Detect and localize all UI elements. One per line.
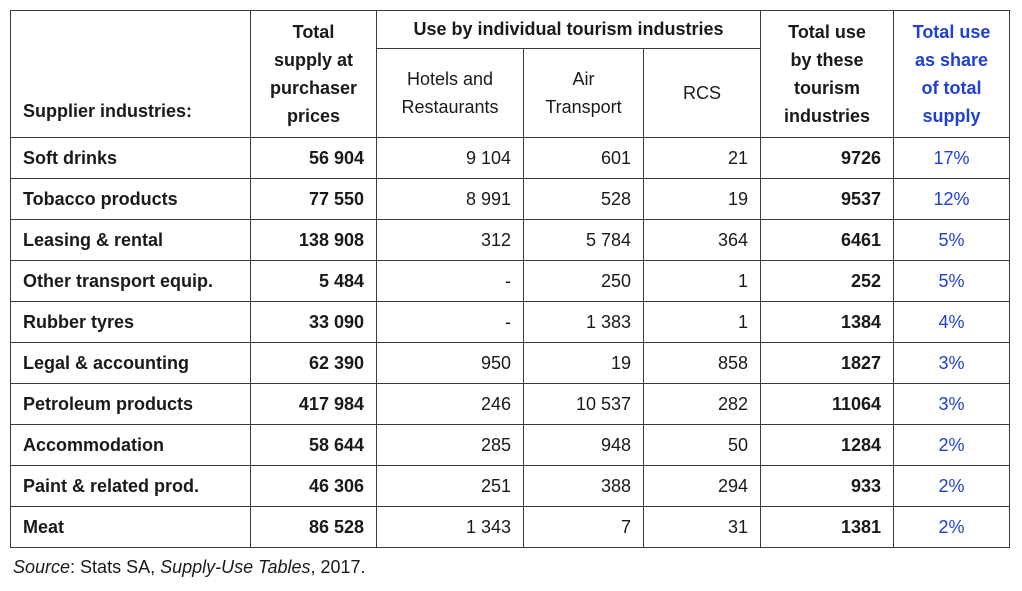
row-total-supply: 5 484: [250, 260, 377, 302]
row-rcs: 858: [643, 342, 761, 384]
row-rcs: 282: [643, 383, 761, 425]
table-row: Soft drinks 56 904 9 104 601 21 9726 17%: [10, 137, 1010, 179]
row-share: 2%: [893, 465, 1010, 507]
source-label: Source: [13, 557, 71, 577]
row-total-use: 1384: [760, 301, 894, 343]
row-air: 10 537: [523, 383, 644, 425]
row-air: 1 383: [523, 301, 644, 343]
row-air: 5 784: [523, 219, 644, 261]
row-industry: Paint & related prod.: [10, 465, 251, 507]
row-share: 5%: [893, 260, 1010, 302]
row-industry: Other transport equip.: [10, 260, 251, 302]
row-hotels: 246: [376, 383, 524, 425]
row-total-use: 11064: [760, 383, 894, 425]
source-title: Supply-Use Tables: [160, 557, 311, 577]
row-total-use: 252: [760, 260, 894, 302]
row-total-use: 933: [760, 465, 894, 507]
row-hotels: 8 991: [376, 178, 524, 220]
table-row: Legal & accounting 62 390 950 19 858 182…: [10, 342, 1010, 384]
table-row: Paint & related prod. 46 306 251 388 294…: [10, 465, 1010, 507]
row-share: 2%: [893, 506, 1010, 548]
row-air: 7: [523, 506, 644, 548]
row-total-use: 1284: [760, 424, 894, 466]
row-rcs: 294: [643, 465, 761, 507]
row-hotels: 285: [376, 424, 524, 466]
source-note: Source: Stats SA, Supply-Use Tables, 201…: [13, 557, 366, 578]
row-air: 528: [523, 178, 644, 220]
row-total-use: 1827: [760, 342, 894, 384]
row-industry: Petroleum products: [10, 383, 251, 425]
row-air: 19: [523, 342, 644, 384]
row-total-supply: 138 908: [250, 219, 377, 261]
header-hotels-restaurants: Hotels and Restaurants: [376, 48, 524, 138]
row-industry: Meat: [10, 506, 251, 548]
row-total-supply: 33 090: [250, 301, 377, 343]
row-total-use: 9726: [760, 137, 894, 179]
row-hotels: -: [376, 301, 524, 343]
row-total-supply: 417 984: [250, 383, 377, 425]
row-total-supply: 77 550: [250, 178, 377, 220]
row-rcs: 31: [643, 506, 761, 548]
row-air: 250: [523, 260, 644, 302]
row-total-supply: 86 528: [250, 506, 377, 548]
row-share: 5%: [893, 219, 1010, 261]
row-total-supply: 56 904: [250, 137, 377, 179]
row-rcs: 21: [643, 137, 761, 179]
source-publisher: : Stats SA,: [70, 557, 161, 577]
row-hotels: 1 343: [376, 506, 524, 548]
supply-use-table: Supplier industries: Total supply at pur…: [10, 10, 1010, 548]
table-row: Accommodation 58 644 285 948 50 1284 2%: [10, 424, 1010, 466]
row-industry: Tobacco products: [10, 178, 251, 220]
header-use-by-tourism-industries: Use by individual tourism industries: [376, 10, 761, 49]
row-hotels: 312: [376, 219, 524, 261]
row-share: 4%: [893, 301, 1010, 343]
row-share: 3%: [893, 342, 1010, 384]
row-industry: Accommodation: [10, 424, 251, 466]
header-total-supply: Total supply at purchaser prices: [250, 10, 377, 138]
row-air: 601: [523, 137, 644, 179]
row-rcs: 364: [643, 219, 761, 261]
row-total-use: 9537: [760, 178, 894, 220]
row-share: 17%: [893, 137, 1010, 179]
row-total-supply: 46 306: [250, 465, 377, 507]
table-row: Rubber tyres 33 090 - 1 383 1 1384 4%: [10, 301, 1010, 343]
header-total-use: Total use by these tourism industries: [760, 10, 894, 138]
row-share: 2%: [893, 424, 1010, 466]
header-air-transport: Air Transport: [523, 48, 644, 138]
header-rcs: RCS: [643, 48, 761, 138]
row-hotels: 950: [376, 342, 524, 384]
row-industry: Legal & accounting: [10, 342, 251, 384]
table-row: Meat 86 528 1 343 7 31 1381 2%: [10, 506, 1010, 548]
row-hotels: -: [376, 260, 524, 302]
row-rcs: 19: [643, 178, 761, 220]
table-row: Petroleum products 417 984 246 10 537 28…: [10, 383, 1010, 425]
row-share: 12%: [893, 178, 1010, 220]
row-total-supply: 58 644: [250, 424, 377, 466]
row-total-use: 6461: [760, 219, 894, 261]
row-air: 948: [523, 424, 644, 466]
table-row: Leasing & rental 138 908 312 5 784 364 6…: [10, 219, 1010, 261]
row-air: 388: [523, 465, 644, 507]
header-supplier-industries: Supplier industries:: [10, 10, 251, 138]
row-industry: Rubber tyres: [10, 301, 251, 343]
row-total-use: 1381: [760, 506, 894, 548]
row-rcs: 1: [643, 260, 761, 302]
row-rcs: 50: [643, 424, 761, 466]
header-total-use-share: Total use as share of total supply: [893, 10, 1010, 138]
row-total-supply: 62 390: [250, 342, 377, 384]
table-row: Other transport equip. 5 484 - 250 1 252…: [10, 260, 1010, 302]
row-industry: Soft drinks: [10, 137, 251, 179]
row-industry: Leasing & rental: [10, 219, 251, 261]
source-year: , 2017.: [310, 557, 366, 577]
row-share: 3%: [893, 383, 1010, 425]
table-row: Tobacco products 77 550 8 991 528 19 953…: [10, 178, 1010, 220]
row-hotels: 9 104: [376, 137, 524, 179]
row-hotels: 251: [376, 465, 524, 507]
row-rcs: 1: [643, 301, 761, 343]
